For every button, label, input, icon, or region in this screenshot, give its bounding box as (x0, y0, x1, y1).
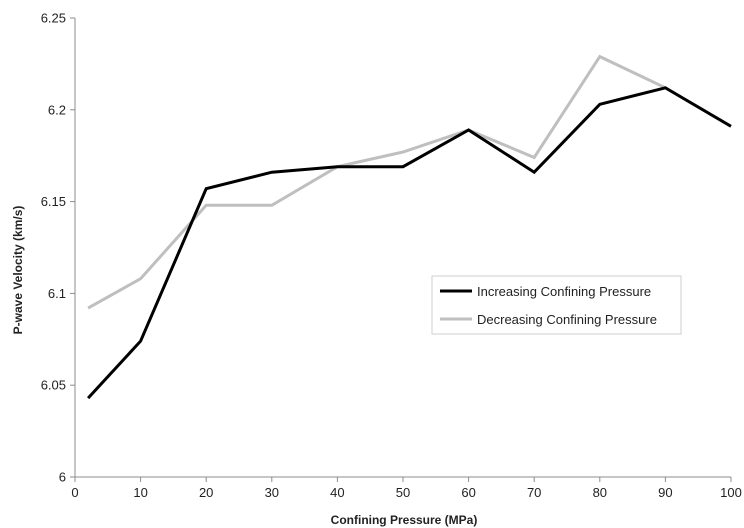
y-tick-label: 6.05 (41, 378, 66, 393)
x-tick-label: 0 (71, 485, 78, 500)
x-axis-ticks: 0 10 20 30 40 50 60 70 80 90 100 (71, 477, 742, 500)
legend-label-decreasing: Decreasing Confining Pressure (477, 312, 657, 327)
y-tick-label: 6 (59, 470, 66, 485)
x-tick-label: 80 (593, 485, 607, 500)
y-tick-label: 6.1 (48, 286, 66, 301)
x-tick-label: 90 (658, 485, 672, 500)
x-tick-label: 100 (720, 485, 742, 500)
y-axis-title: P-wave Velocity (km/s) (11, 206, 25, 335)
x-tick-label: 50 (396, 485, 410, 500)
x-tick-label: 10 (133, 485, 147, 500)
x-tick-label: 20 (199, 485, 213, 500)
series-layer (86, 54, 732, 400)
series-line-decreasing (87, 54, 667, 310)
x-tick-label: 60 (461, 485, 475, 500)
x-tick-label: 70 (527, 485, 541, 500)
legend-box (431, 275, 682, 335)
y-axis-ticks: 6 6.05 6.1 6.15 6.2 6.25 (41, 11, 75, 485)
x-axis-title: Confining Pressure (MPa) (331, 513, 478, 527)
x-tick-label: 40 (330, 485, 344, 500)
legend-label-increasing: Increasing Confining Pressure (477, 284, 651, 299)
series-line-increasing (86, 86, 732, 400)
y-tick-label: 6.25 (41, 11, 66, 26)
y-tick-label: 6.2 (48, 102, 66, 117)
x-tick-label: 30 (265, 485, 279, 500)
y-tick-label: 6.15 (41, 194, 66, 209)
legend: Increasing Confining Pressure Decreasing… (431, 275, 682, 335)
